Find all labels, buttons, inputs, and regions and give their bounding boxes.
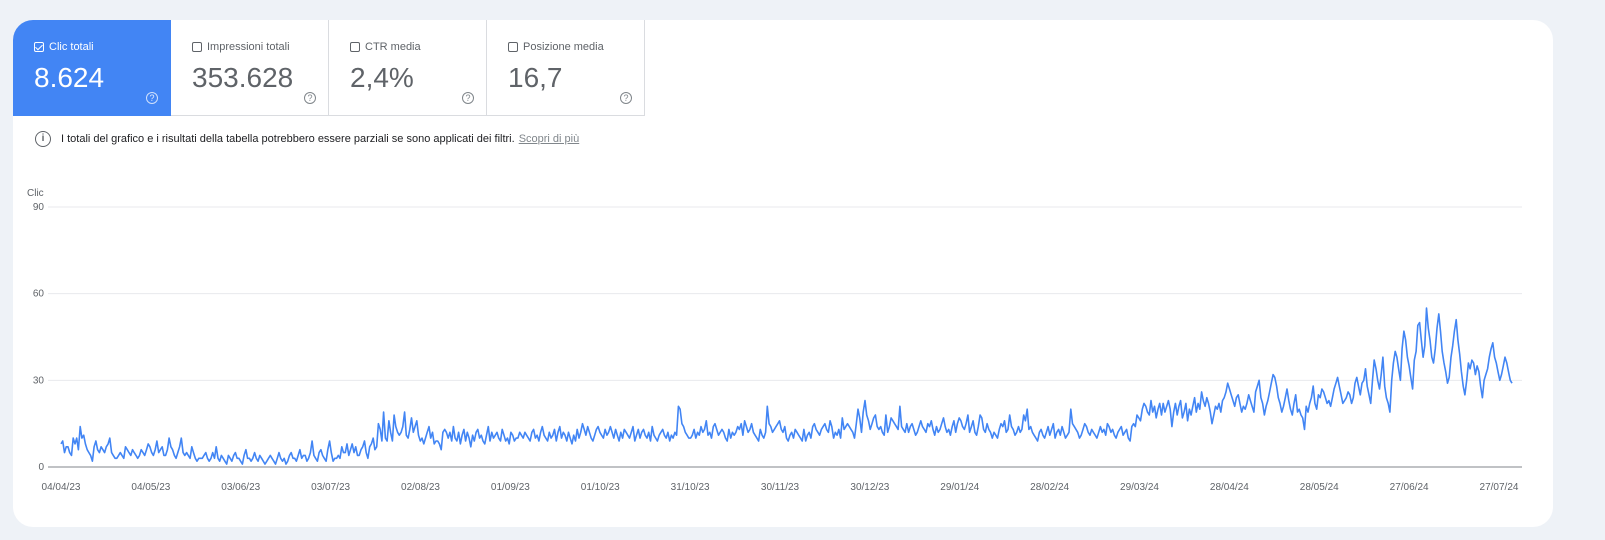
series-line-clicks: [60, 307, 1513, 465]
y-tick-label: 30: [33, 375, 45, 386]
x-tick-label: 27/07/24: [1480, 482, 1519, 493]
performance-card: Clic totali 8.624 ? Impressioni totali 3…: [13, 20, 1553, 527]
filter-notice: i I totali del grafico e i risultati del…: [35, 131, 579, 147]
y-tick-label: 60: [33, 289, 45, 300]
x-tick-label: 30/11/23: [761, 482, 800, 493]
metric-label-row: Posizione media: [508, 41, 604, 53]
metric-label: CTR media: [365, 41, 421, 53]
metric-card-clicks[interactable]: Clic totali 8.624 ?: [13, 20, 171, 116]
checkbox-unchecked-icon[interactable]: [192, 42, 202, 52]
metric-card-impressions[interactable]: Impressioni totali 353.628 ?: [171, 20, 329, 116]
metric-label-row: Impressioni totali: [192, 41, 290, 53]
help-icon[interactable]: ?: [462, 92, 474, 104]
info-icon: i: [35, 131, 51, 147]
x-tick-label: 01/09/23: [491, 482, 530, 493]
x-tick-label: 01/10/23: [581, 482, 620, 493]
y-tick-label: 0: [38, 462, 44, 473]
help-icon[interactable]: ?: [620, 92, 632, 104]
metric-label: Posizione media: [523, 41, 604, 53]
metric-value: 2,4%: [350, 62, 414, 93]
x-tick-label: 29/01/24: [940, 482, 979, 493]
x-tick-label: 29/03/24: [1120, 482, 1159, 493]
x-tick-label: 02/08/23: [401, 482, 440, 493]
y-axis-label: Clic: [27, 188, 44, 199]
metric-label: Clic totali: [49, 41, 94, 53]
checkbox-checked-icon[interactable]: [34, 42, 44, 52]
x-tick-label: 28/05/24: [1300, 482, 1339, 493]
metric-value: 353.628: [192, 62, 294, 93]
metric-label-row: CTR media: [350, 41, 421, 53]
metric-label: Impressioni totali: [207, 41, 290, 53]
x-tick-label: 27/06/24: [1390, 482, 1429, 493]
metric-value: 16,7: [508, 62, 563, 93]
metric-card-position[interactable]: Posizione media 16,7 ?: [487, 20, 645, 116]
checkbox-unchecked-icon[interactable]: [350, 42, 360, 52]
x-tick-label: 30/12/23: [850, 482, 889, 493]
clicks-line-chart: Clic 0 30 60 90 04/04/23 04/05/23 03/06/23 03/07…: [27, 188, 1522, 493]
x-tick-label: 03/07/23: [311, 482, 350, 493]
help-icon[interactable]: ?: [146, 92, 158, 104]
notice-text: I totali del grafico e i risultati della…: [61, 133, 515, 145]
metric-card-ctr[interactable]: CTR media 2,4% ?: [329, 20, 487, 116]
x-tick-label: 04/05/23: [131, 482, 170, 493]
metric-tabs: Clic totali 8.624 ? Impressioni totali 3…: [13, 20, 645, 117]
learn-more-link[interactable]: Scopri di più: [518, 133, 580, 145]
x-tick-label: 28/02/24: [1030, 482, 1069, 493]
x-tick-label: 04/04/23: [42, 482, 81, 493]
x-tick-label: 28/04/24: [1210, 482, 1249, 493]
metric-value: 8.624: [34, 62, 105, 93]
help-icon[interactable]: ?: [304, 92, 316, 104]
checkbox-unchecked-icon[interactable]: [508, 42, 518, 52]
metric-label-row: Clic totali: [34, 41, 94, 53]
x-tick-label: 31/10/23: [671, 482, 710, 493]
y-tick-label: 90: [33, 202, 45, 213]
x-tick-label: 03/06/23: [221, 482, 260, 493]
